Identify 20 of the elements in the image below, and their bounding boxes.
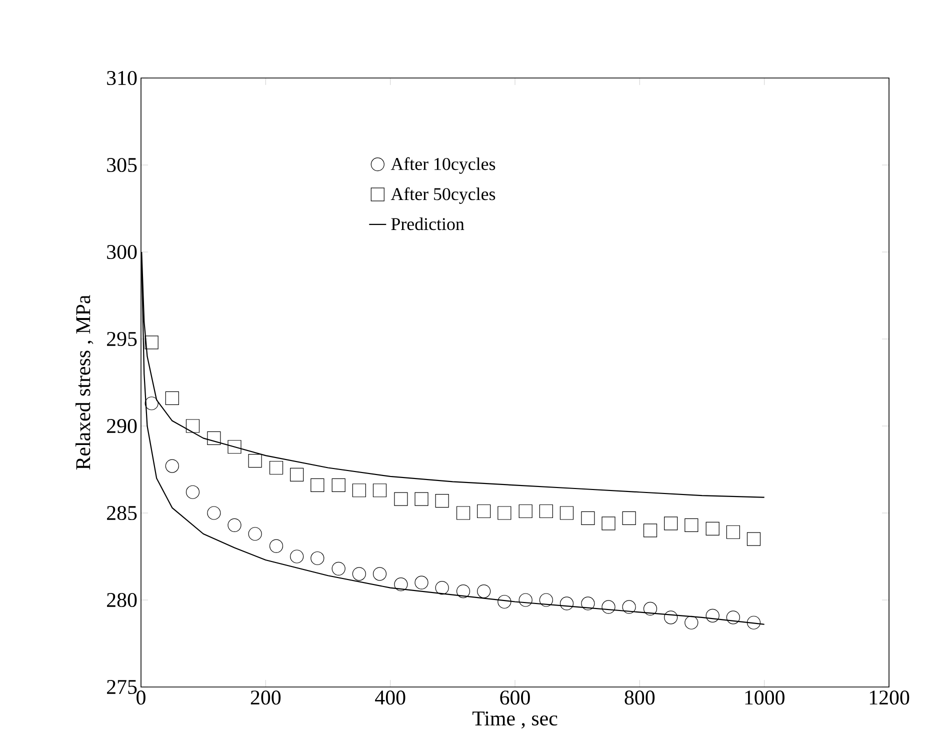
legend-label: After 10cycles	[390, 157, 496, 174]
legend-label: After 50cycles	[390, 187, 496, 204]
x-tick-label: 400	[375, 690, 406, 705]
y-tick-label: 290	[107, 418, 137, 434]
y-tick-label: 275	[107, 680, 137, 694]
y-tick-label: 310	[107, 70, 137, 86]
y-tick-label: 280	[107, 592, 137, 608]
legend-label: Prediction	[391, 217, 464, 230]
x-tick-label: 0	[136, 690, 146, 705]
x-tick-label: 1200	[870, 690, 910, 705]
y-tick-label: 305	[107, 158, 137, 172]
y-tick-label: 300	[107, 244, 137, 260]
x-axis-title: Time , sec	[472, 711, 558, 729]
y-tick-label: 285	[107, 506, 137, 520]
y-tick-label: 295	[107, 332, 137, 346]
x-tick-label: 200	[250, 690, 281, 705]
x-tick-label: 600	[500, 690, 530, 705]
y-axis-title: Relaxed stress , MPa	[76, 295, 94, 470]
x-tick-label: 1000	[745, 690, 784, 705]
x-tick-label: 800	[624, 690, 655, 705]
